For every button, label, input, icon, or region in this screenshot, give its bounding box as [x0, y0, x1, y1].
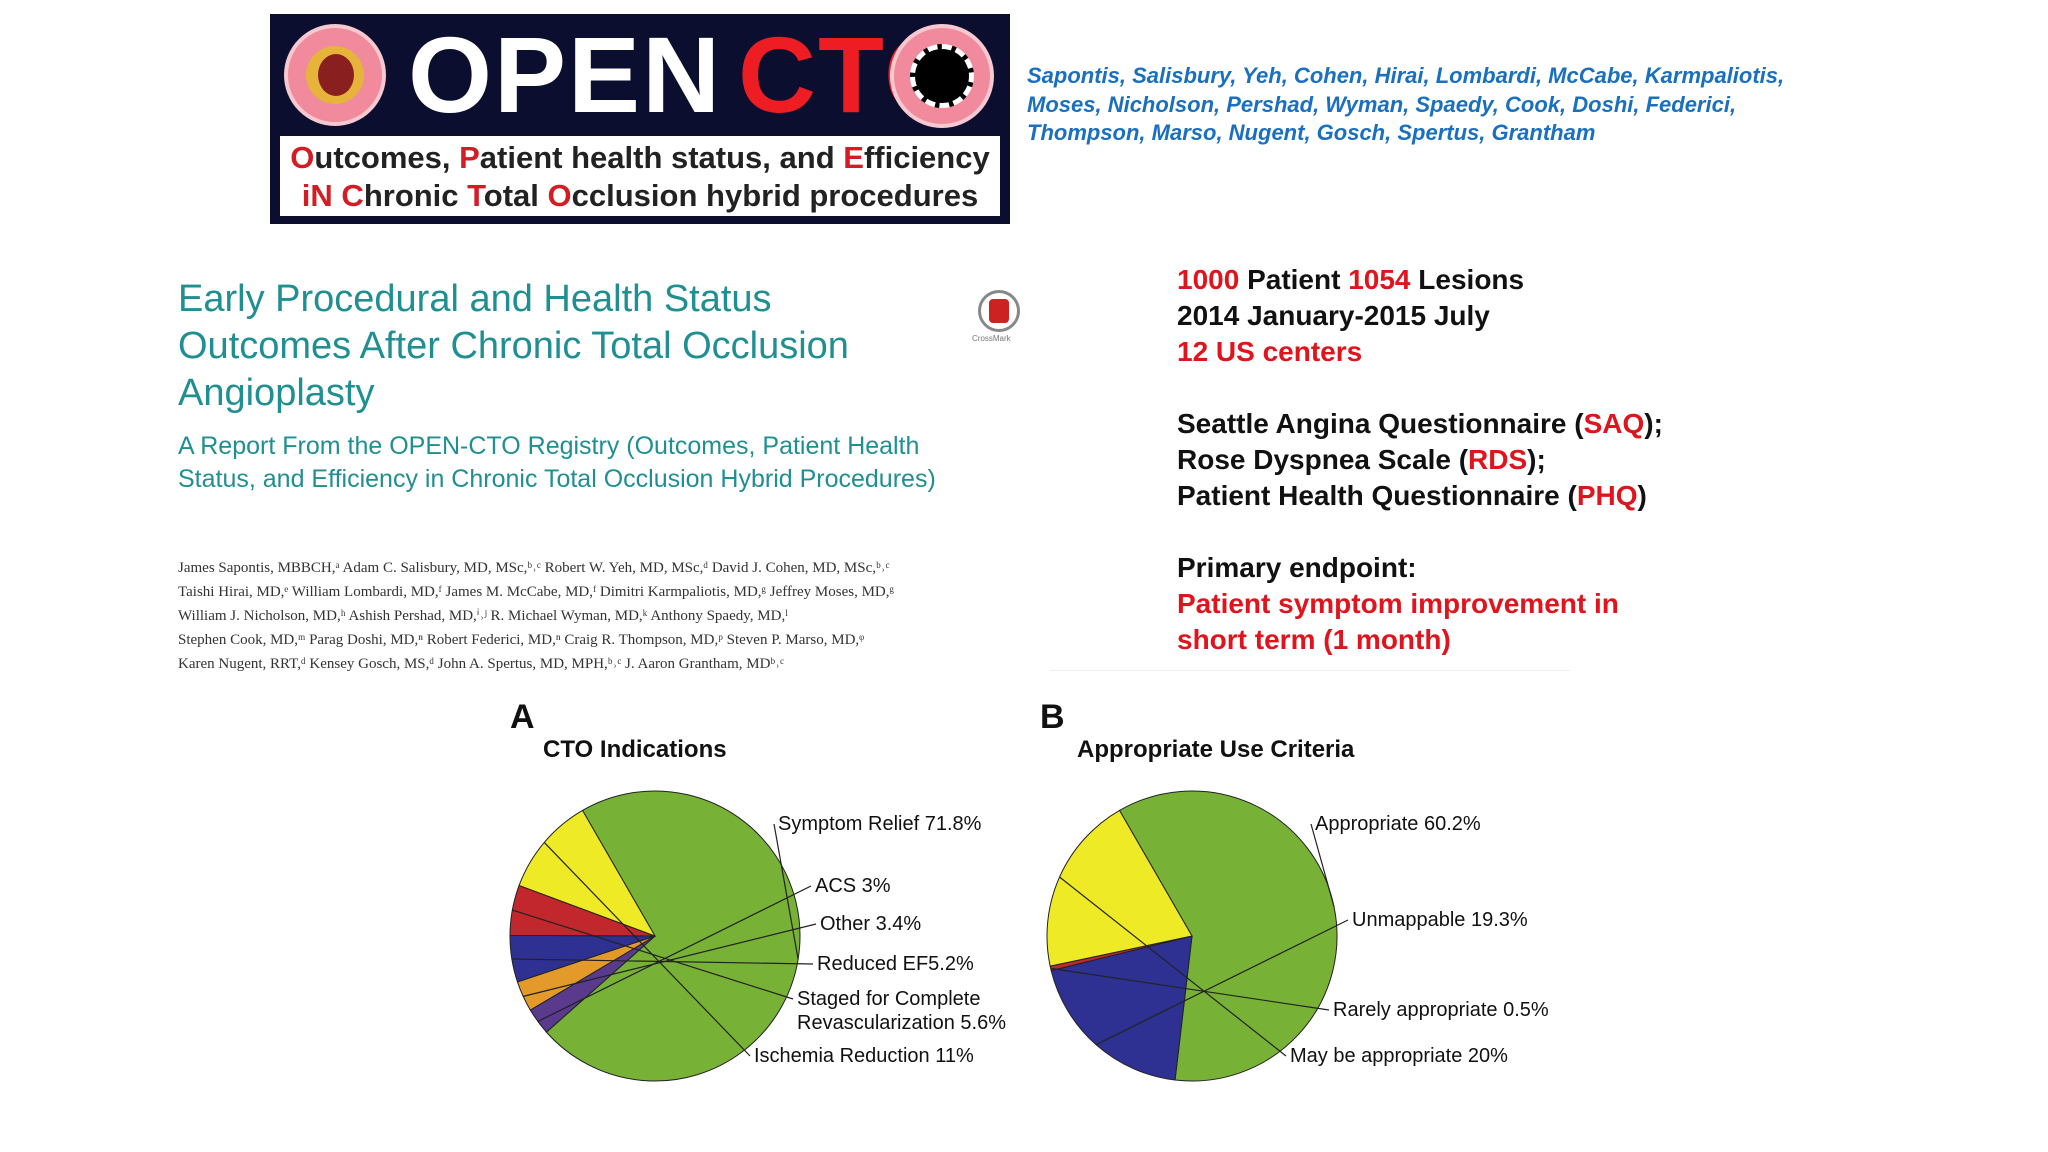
pie-b-leader-1 [1095, 919, 1349, 1046]
paper-authors: James Sapontis, MBBCH,ᵃ Adam C. Salisbur… [178, 556, 1038, 676]
logo-tagline-segment: cclusion hybrid procedures [571, 178, 979, 213]
logo-tagline-line2: iN Chronic Total Occlusion hybrid proced… [280, 178, 1000, 214]
pie-a-leader-3 [511, 958, 814, 965]
panel-a-letter: A [510, 698, 535, 736]
pie-b-label-1: Unmappable 19.3% [1352, 909, 1528, 931]
logo-tagline-segment: fficiency [863, 140, 990, 175]
pie-b-leader-2 [1050, 967, 1330, 1011]
crossmark-icon [978, 290, 1020, 332]
questionnaire-saq: Seattle Angina Questionnaire (SAQ); [1177, 408, 1663, 439]
pie-a-label-1: ACS 3% [815, 875, 891, 897]
author-list: Sapontis, Salisbury, Yeh, Cohen, Hirai, … [1027, 63, 1785, 145]
pie-a-leader-1 [537, 885, 812, 1023]
endpoint-label: Primary endpoint: [1177, 552, 1417, 583]
paper-author-line: Karen Nugent, RRT,ᵈ Kensey Gosch, MS,ᵈ J… [178, 656, 784, 672]
chart-a-title: CTO Indications [543, 736, 727, 763]
logo-tagline-segment: iN [301, 178, 333, 213]
pie-a-slice-5 [518, 809, 657, 937]
logo-word-open: OPEN [408, 14, 723, 135]
logo-tagline-segment: O [290, 140, 315, 175]
endpoint-line1: Patient symptom improvement in [1177, 588, 1619, 619]
logo-tagline-segment: P [459, 140, 480, 175]
paper-subtitle: A Report From the OPEN-CTO Registry (Out… [178, 432, 936, 493]
patients-count: 1000 [1177, 264, 1240, 295]
lesions-count: 1054 [1348, 264, 1411, 295]
endpoint-line2: short term (1 month) [1177, 624, 1451, 655]
occluded-vessel-icon [890, 24, 994, 128]
logo-tagline-segment: T [467, 178, 484, 213]
questionnaire-phq: Patient Health Questionnaire (PHQ) [1177, 480, 1647, 511]
pie-a-label-2: Other 3.4% [820, 913, 921, 935]
questionnaire-rds: Rose Dyspnea Scale (RDS); [1177, 444, 1546, 475]
pie-a-slice-0 [545, 790, 801, 1082]
artery-cross-section-icon [284, 24, 386, 126]
paper-author-line: Stephen Cook, MD,ᵐ Parag Doshi, MD,ⁿ Rob… [178, 632, 865, 648]
pie-b-label-2: Rarely appropriate 0.5% [1333, 999, 1549, 1021]
pie-a-label-4: Staged for Complete Revascularization 5.6… [797, 988, 1006, 1034]
pie-a-label-3: Reduced EF5.2% [817, 953, 974, 975]
logo-tagline-segment: utcomes, [314, 140, 460, 175]
paper-title: Early Procedural and Health Status Outco… [178, 278, 849, 414]
paper-author-line: Taishi Hirai, MD,ᵉ William Lombardi, MD,… [178, 584, 895, 600]
paper-author-line: William J. Nicholson, MD,ʰ Ashish Persha… [178, 608, 788, 624]
open-cto-logo: OPEN C T O Outcomes, Patient health status… [270, 14, 1010, 224]
pie-a-leader-5 [543, 841, 751, 1057]
logo-tagline-segment: otal [483, 178, 548, 213]
pie-a-label-0: Symptom Relief 71.8% [778, 813, 982, 835]
divider [1050, 670, 1570, 671]
logo-tagline-segment: E [843, 140, 864, 175]
pie-b-label-0: Appropriate 60.2% [1315, 813, 1481, 835]
study-info: 1000 Patient 1054 Lesions 2014 January-2… [1177, 262, 1877, 658]
logo-tagline: Outcomes, Patient health status, and Eff… [280, 136, 1000, 216]
logo-tagline-segment: C [341, 178, 364, 213]
logo-tagline-segment: atient health status, and [479, 140, 844, 175]
logo-tagline-segment: hronic [363, 178, 468, 213]
pie-a-leader-0 [773, 823, 799, 960]
centers-count: 12 US centers [1177, 336, 1363, 367]
paper-author-line: James Sapontis, MBBCH,ᵃ Adam C. Salisbur… [178, 560, 890, 576]
pie-b-leader-3 [1059, 876, 1287, 1057]
logo-tagline-line1: Outcomes, Patient health status, and Eff… [280, 140, 1000, 176]
patients-line: 1000 Patient 1054 Lesions [1177, 264, 1525, 295]
logo-tagline-segment: O [547, 178, 572, 213]
panel-b-letter: B [1040, 698, 1065, 736]
pie-b-leader-0 [1310, 823, 1335, 907]
chart-b-title: Appropriate Use Criteria [1077, 736, 1355, 763]
crossmark-label: CrossMark [972, 334, 1011, 343]
pie-b-label-3: May be appropriate 20% [1290, 1045, 1508, 1067]
study-period: 2014 January-2015 July [1177, 300, 1490, 331]
pie-a-label-5: Ischemia Reduction 11% [754, 1045, 974, 1067]
